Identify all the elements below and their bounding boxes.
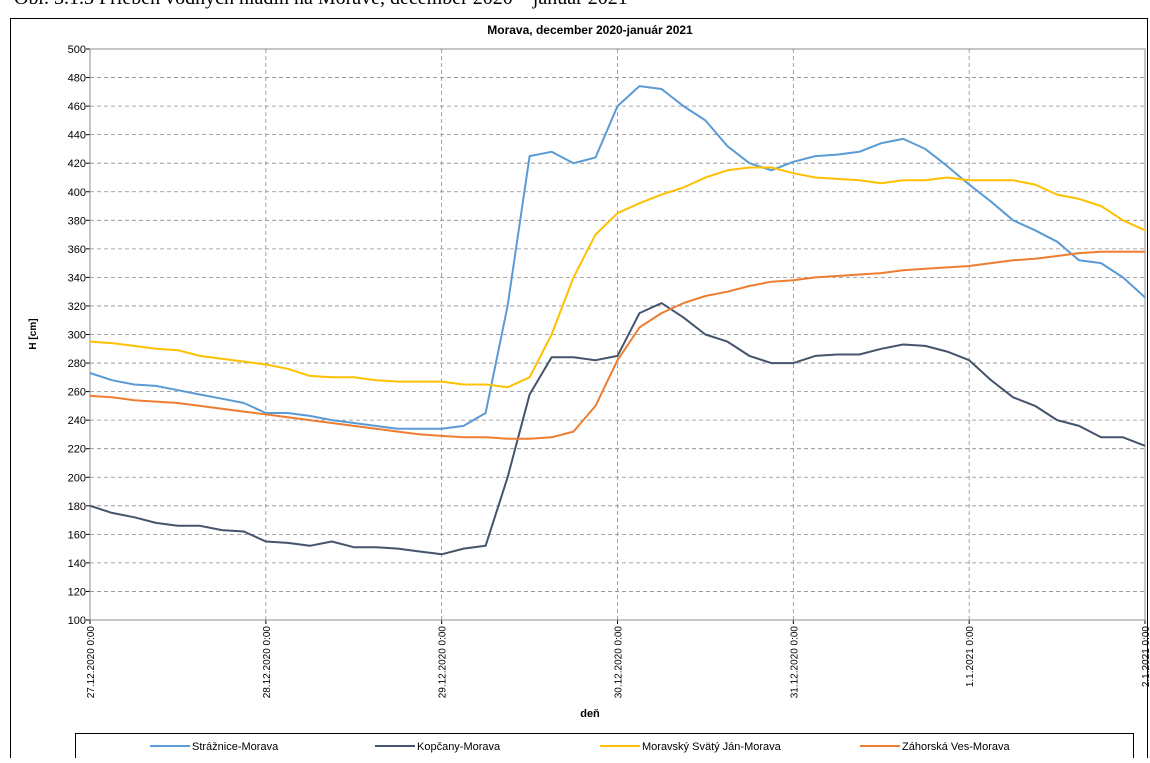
x-tick-label: 31.12.2020 0:00: [789, 626, 800, 699]
chart-title: Morava, december 2020-január 2021: [487, 23, 693, 37]
x-tick-label: 29.12.2020 0:00: [438, 626, 449, 699]
series-line: [89, 85, 1146, 430]
y-tick-label: 240: [68, 415, 86, 427]
y-tick-label: 260: [68, 387, 86, 399]
legend-label: Strážnice-Morava: [192, 741, 279, 753]
y-axis-label: H [cm]: [28, 318, 39, 349]
y-tick-label: 340: [68, 272, 86, 284]
legend-label: Záhorská Ves-Morava: [902, 741, 1010, 753]
y-tick-label: 460: [68, 101, 86, 113]
series-line: [89, 250, 1145, 440]
x-tick-label: 30.12.2020 0:00: [614, 626, 625, 699]
y-tick-label: 500: [68, 44, 86, 56]
y-tick-label: 440: [68, 130, 86, 142]
y-tick-label: 180: [68, 501, 86, 513]
y-tick-label: 280: [68, 358, 86, 370]
x-tick-label: 27.12.2020 0:00: [86, 626, 97, 699]
series-line: [89, 166, 1146, 389]
plot-frame: [89, 48, 1146, 621]
y-tick-label: 220: [68, 444, 86, 456]
series-line: [89, 302, 1146, 556]
y-tick-label: 400: [68, 187, 86, 199]
legend-box: [75, 733, 1134, 763]
y-tick-label: 300: [68, 330, 86, 342]
x-tick-label: 28.12.2020 0:00: [262, 626, 273, 699]
y-tick-label: 480: [68, 73, 86, 85]
x-tick-label: 1.1.2021 0:00: [965, 626, 976, 688]
caption: Obr. 3.1.3 Priebeh vodných hladín na Mor…: [14, 0, 628, 9]
x-tick-label: 2.1.2021 0:00: [1141, 626, 1150, 688]
y-tick-label: 200: [68, 472, 86, 484]
chart-frame: [10, 18, 1148, 763]
legend-label: Moravský Svätý Ján-Morava: [642, 741, 782, 753]
y-tick-label: 380: [68, 215, 86, 227]
y-tick-label: 320: [68, 301, 86, 313]
y-tick-label: 160: [68, 529, 86, 541]
y-tick-label: 420: [68, 158, 86, 170]
y-tick-label: 120: [68, 586, 86, 598]
y-tick-label: 360: [68, 244, 86, 256]
legend-label: Kopčany-Morava: [417, 741, 501, 753]
y-tick-label: 100: [68, 615, 86, 627]
y-tick-label: 140: [68, 558, 86, 570]
x-axis-label: deň: [580, 708, 600, 720]
